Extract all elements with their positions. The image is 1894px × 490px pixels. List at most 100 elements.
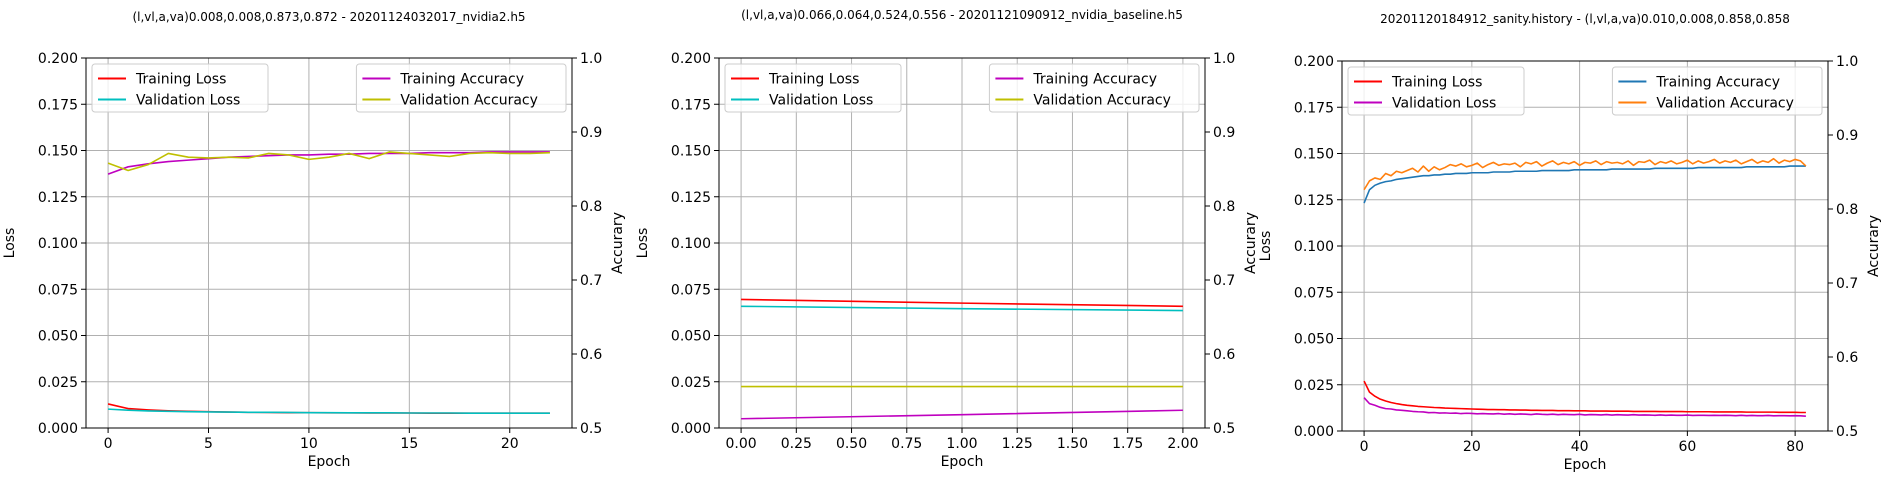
legend-accuracy: Training Accuracy Validation Accuracy: [988, 63, 1200, 113]
y2-tick-label: 1.0: [1213, 51, 1235, 67]
y2-tick-label: 0.7: [1213, 273, 1235, 289]
legend-entry: Validation Loss: [769, 93, 873, 109]
y2-axis-label: Accurary: [1243, 212, 1259, 274]
y2-tick-label: 0.7: [580, 273, 602, 289]
legend-box: [1611, 66, 1823, 116]
y-tick-label: 0.100: [38, 236, 78, 252]
y-tick-label: 0.000: [38, 421, 78, 437]
y2-tick-label: 1.0: [1836, 54, 1858, 70]
legend-loss: Training Loss Validation Loss: [724, 63, 902, 113]
x-tick-label: 0: [104, 436, 113, 452]
x-tick-label: 5: [204, 436, 213, 452]
x-axis-label: Epoch: [1564, 457, 1607, 473]
y2-tick-label: 0.9: [580, 125, 602, 141]
x-tick-label: 2.00: [1167, 436, 1198, 452]
legend-box: [724, 63, 902, 113]
y2-tick-label: 0.8: [1836, 202, 1858, 218]
legend-entry: Validation Loss: [136, 93, 240, 109]
y-tick-label: 0.175: [1294, 100, 1334, 116]
x-tick-label: 60: [1678, 439, 1696, 455]
legend-box: [355, 63, 567, 113]
y-tick-label: 0.075: [671, 282, 711, 298]
legend-entry: Validation Accuracy: [400, 93, 538, 109]
y-tick-label: 0.100: [671, 236, 711, 252]
x-tick-label: 1.75: [1112, 436, 1143, 452]
legend-entry: Training Loss: [135, 72, 226, 88]
legend-entry: Validation Loss: [1392, 96, 1496, 112]
x-axis-label: Epoch: [308, 454, 351, 470]
y-tick-label: 0.100: [1294, 239, 1334, 255]
x-tick-label: 1.50: [1057, 436, 1088, 452]
y-tick-label: 0.200: [38, 51, 78, 67]
series-line-validation-loss: [741, 305, 1183, 312]
legend-entry: Training Loss: [768, 72, 859, 88]
y-axis-label: Loss: [635, 228, 651, 259]
series-line-training-loss: [1363, 380, 1806, 414]
y2-tick-label: 0.5: [1836, 424, 1858, 440]
y2-tick-label: 0.7: [1836, 276, 1858, 292]
x-tick-label: 0.75: [891, 436, 922, 452]
chart-title: 20201120184912_sanity.history - (l,vl,a,…: [1380, 12, 1790, 26]
x-tick-label: 1.25: [1002, 436, 1033, 452]
y-tick-label: 0.075: [38, 282, 78, 298]
series-line-validation-loss: [108, 408, 550, 415]
legend-box: [988, 63, 1200, 113]
y-axis-label: Loss: [2, 228, 18, 259]
y-tick-label: 0.125: [671, 190, 711, 206]
legend-entry: Training Accuracy: [1032, 72, 1157, 88]
y-tick-label: 0.125: [1294, 193, 1334, 209]
y2-tick-label: 0.9: [1836, 128, 1858, 144]
series-line-validation-accuracy: [107, 151, 550, 172]
y-tick-label: 0.025: [671, 375, 711, 391]
y-tick-label: 0.050: [671, 329, 711, 345]
legend-entry: Training Loss: [1391, 75, 1482, 91]
x-tick-label: 20: [1463, 439, 1481, 455]
y2-tick-label: 0.6: [1836, 350, 1858, 366]
y-tick-label: 0.175: [671, 97, 711, 113]
legend-box: [1347, 66, 1525, 116]
y-tick-label: 0.150: [1294, 147, 1334, 163]
y-tick-label: 0.025: [38, 375, 78, 391]
legend-entry: Validation Accuracy: [1033, 93, 1171, 109]
legend-loss: Training Loss Validation Loss: [1347, 66, 1525, 116]
x-tick-label: 80: [1786, 439, 1804, 455]
y2-tick-label: 0.5: [1213, 421, 1235, 437]
y-tick-label: 0.075: [1294, 285, 1334, 301]
x-tick-label: 10: [300, 436, 318, 452]
y2-tick-label: 0.5: [580, 421, 602, 437]
y-tick-label: 0.125: [38, 190, 78, 206]
y2-tick-label: 0.8: [1213, 199, 1235, 215]
legend-accuracy: Training Accuracy Validation Accuracy: [355, 63, 567, 113]
legend-box: [91, 63, 269, 113]
y-tick-label: 0.150: [671, 144, 711, 160]
x-tick-label: 0.00: [726, 436, 757, 452]
x-axis-label: Epoch: [941, 454, 984, 470]
chart-1: (l,vl,a,va)0.008,0.008,0.873,0.872 - 202…: [2, 10, 626, 470]
x-tick-label: 0.50: [836, 436, 867, 452]
y-tick-label: 0.025: [1294, 378, 1334, 394]
y2-axis-label: Accurary: [1866, 215, 1882, 277]
series-line-training-loss: [741, 298, 1183, 308]
y2-tick-label: 0.6: [1213, 347, 1235, 363]
x-tick-label: 15: [400, 436, 418, 452]
y-axis-label: Loss: [1258, 231, 1274, 262]
legend-loss: Training Loss Validation Loss: [91, 63, 269, 113]
chart-2: (l,vl,a,va)0.066,0.064,0.524,0.556 - 202…: [635, 8, 1259, 470]
y-tick-label: 0.150: [38, 144, 78, 160]
legend-accuracy: Training Accuracy Validation Accuracy: [1611, 66, 1823, 116]
chart-title: (l,vl,a,va)0.066,0.064,0.524,0.556 - 202…: [741, 8, 1183, 22]
x-tick-label: 40: [1571, 439, 1589, 455]
y-tick-label: 0.050: [1294, 332, 1334, 348]
y-tick-label: 0.175: [38, 97, 78, 113]
x-tick-label: 0.25: [781, 436, 812, 452]
y-tick-label: 0.000: [671, 421, 711, 437]
x-tick-label: 1.00: [946, 436, 977, 452]
x-tick-label: 0: [1360, 439, 1369, 455]
legend-entry: Validation Accuracy: [1656, 96, 1794, 112]
chart-3: 20201120184912_sanity.history - (l,vl,a,…: [1258, 12, 1882, 473]
y-tick-label: 0.050: [38, 329, 78, 345]
legend-entry: Training Accuracy: [399, 72, 524, 88]
series-line-validation-accuracy: [1363, 157, 1807, 191]
y2-tick-label: 0.9: [1213, 125, 1235, 141]
